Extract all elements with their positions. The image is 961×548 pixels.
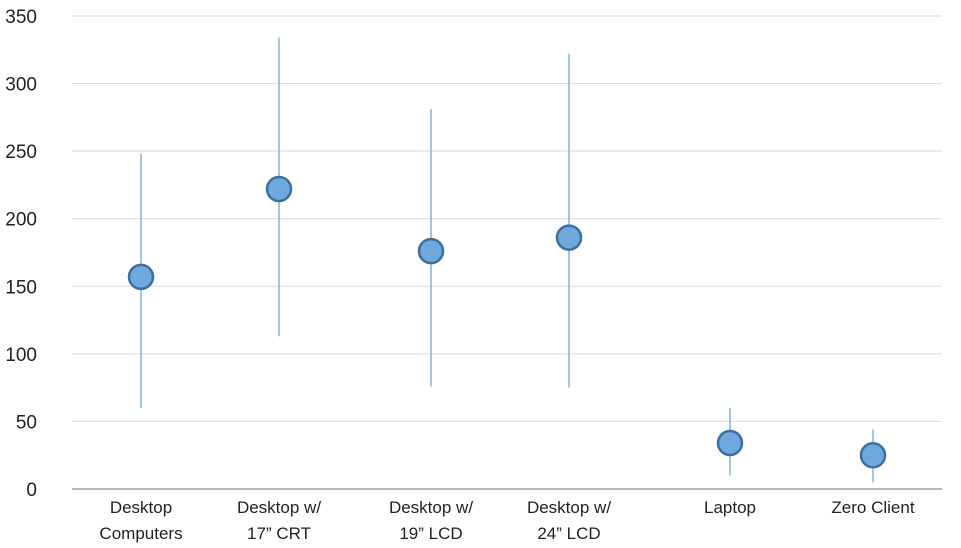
y-tick-labels: 0 50 100 150 200 250 300 350: [5, 7, 37, 501]
data-point: [716, 429, 744, 457]
range-lines: [140, 37, 874, 483]
y-tick-label: 100: [5, 345, 37, 366]
x-category-label: 24” LCD: [537, 524, 600, 543]
x-category-label: Zero Client: [831, 498, 914, 517]
y-tick-label: 200: [5, 210, 37, 231]
y-tick-label: 300: [5, 75, 37, 96]
x-category-label: 19” LCD: [399, 524, 462, 543]
x-category-label: Desktop: [110, 498, 172, 517]
y-tick-label: 50: [16, 412, 37, 433]
data-point: [127, 263, 155, 291]
x-category-labels: Desktop Computers Desktop w/17” CRT Desktop…: [99, 498, 914, 543]
data-point: [555, 224, 583, 251]
x-category-label: Computers: [99, 524, 182, 543]
data-points: [127, 175, 887, 469]
gridlines: [72, 15, 942, 422]
data-point: [265, 175, 293, 203]
x-category-label: Laptop: [704, 498, 756, 517]
data-point: [417, 237, 445, 265]
x-category-label: Desktop w/: [527, 498, 611, 517]
y-tick-label: 150: [5, 277, 37, 298]
data-point: [859, 441, 887, 469]
x-category-label: 17” CRT: [247, 524, 311, 543]
y-tick-label: 0: [26, 480, 37, 501]
y-tick-label: 250: [5, 142, 37, 163]
x-category-label: Desktop w/: [237, 498, 321, 517]
y-tick-label: 350: [5, 7, 37, 28]
x-category-label: Desktop w/: [389, 498, 473, 517]
